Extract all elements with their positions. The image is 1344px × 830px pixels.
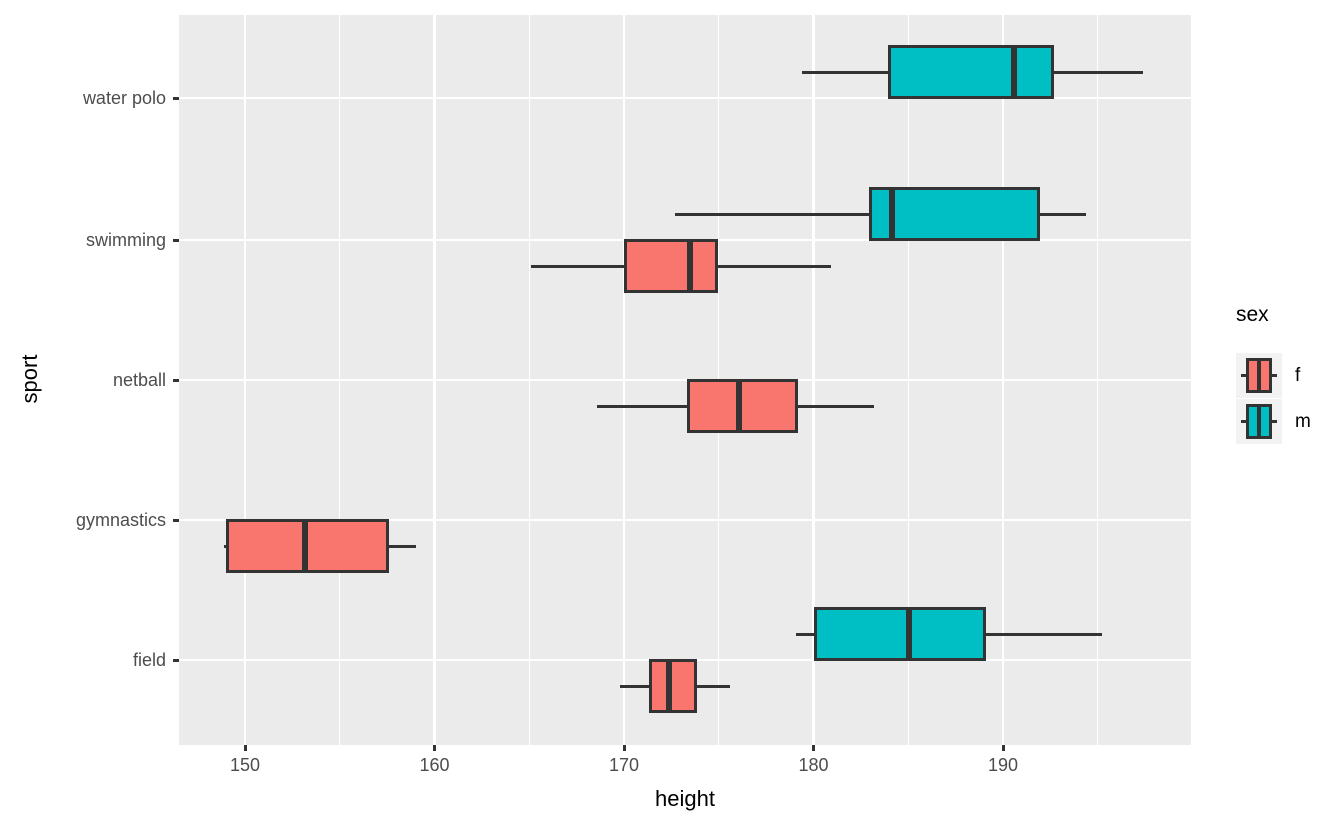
median-line — [686, 239, 693, 293]
legend-label-f: f — [1295, 365, 1301, 386]
legend-key-box — [1246, 404, 1272, 439]
whisker-high — [696, 684, 731, 688]
box-iqr — [686, 379, 798, 433]
whisker-high — [796, 404, 875, 408]
whisker-high — [387, 544, 416, 548]
legend-label-m: m — [1295, 411, 1311, 432]
whisker-low — [802, 70, 890, 74]
box-iqr — [226, 519, 389, 573]
plot-panel — [179, 15, 1191, 745]
y-tick-label: netball — [112, 370, 166, 390]
box-iqr — [813, 607, 986, 661]
x-tick-label: 150 — [229, 755, 261, 775]
whisker-low — [224, 544, 228, 548]
x-tick-label: 180 — [798, 755, 829, 775]
whisker-high — [1052, 70, 1144, 74]
x-tick-label: 160 — [419, 755, 450, 775]
legend-key-box — [1246, 358, 1272, 393]
whisker-low — [620, 684, 651, 688]
legend: sex f m — [1235, 303, 1344, 463]
median-line — [665, 659, 672, 713]
box-iqr — [649, 659, 698, 713]
x-tick-mark — [243, 745, 247, 751]
legend-key-m — [1236, 399, 1282, 444]
x-tick-label: 190 — [987, 755, 1019, 775]
y-tick-label: gymnastics — [75, 510, 166, 530]
median-line — [301, 519, 308, 573]
y-tick-mark — [173, 518, 179, 522]
legend-key-median — [1257, 358, 1261, 393]
y-tick-mark — [173, 378, 179, 382]
median-line — [735, 379, 742, 433]
y-tick-label: field — [132, 650, 166, 670]
whisker-low — [597, 404, 689, 408]
legend-key-median — [1257, 404, 1261, 439]
gridline-major — [179, 378, 1191, 382]
whisker-high — [1039, 212, 1087, 216]
x-tick-label: 170 — [608, 755, 640, 775]
gridline-major — [179, 96, 1191, 100]
x-tick-mark — [622, 745, 626, 751]
x-tick-mark — [433, 745, 436, 751]
box-iqr — [887, 45, 1054, 99]
legend-key-f — [1236, 353, 1282, 398]
whisker-high — [984, 632, 1102, 636]
y-tick-mark — [173, 658, 179, 662]
y-tick-mark — [173, 238, 179, 242]
whisker-low — [531, 264, 626, 268]
gridline-major — [179, 518, 1191, 522]
y-tick-mark — [173, 96, 179, 100]
legend-title: sex — [1236, 303, 1269, 326]
box-iqr — [624, 239, 719, 293]
median-line — [906, 607, 913, 661]
y-tick-label: water polo — [82, 88, 166, 108]
whisker-low — [675, 212, 871, 216]
whisker-low — [796, 632, 816, 636]
median-line — [889, 187, 896, 241]
median-line — [1010, 45, 1017, 99]
box-iqr — [868, 187, 1041, 241]
whisker-high — [716, 264, 831, 268]
y-tick-label: swimming — [85, 230, 166, 250]
x-tick-mark — [1001, 745, 1005, 751]
x-tick-mark — [812, 745, 815, 751]
x-axis-title: height — [655, 786, 715, 811]
